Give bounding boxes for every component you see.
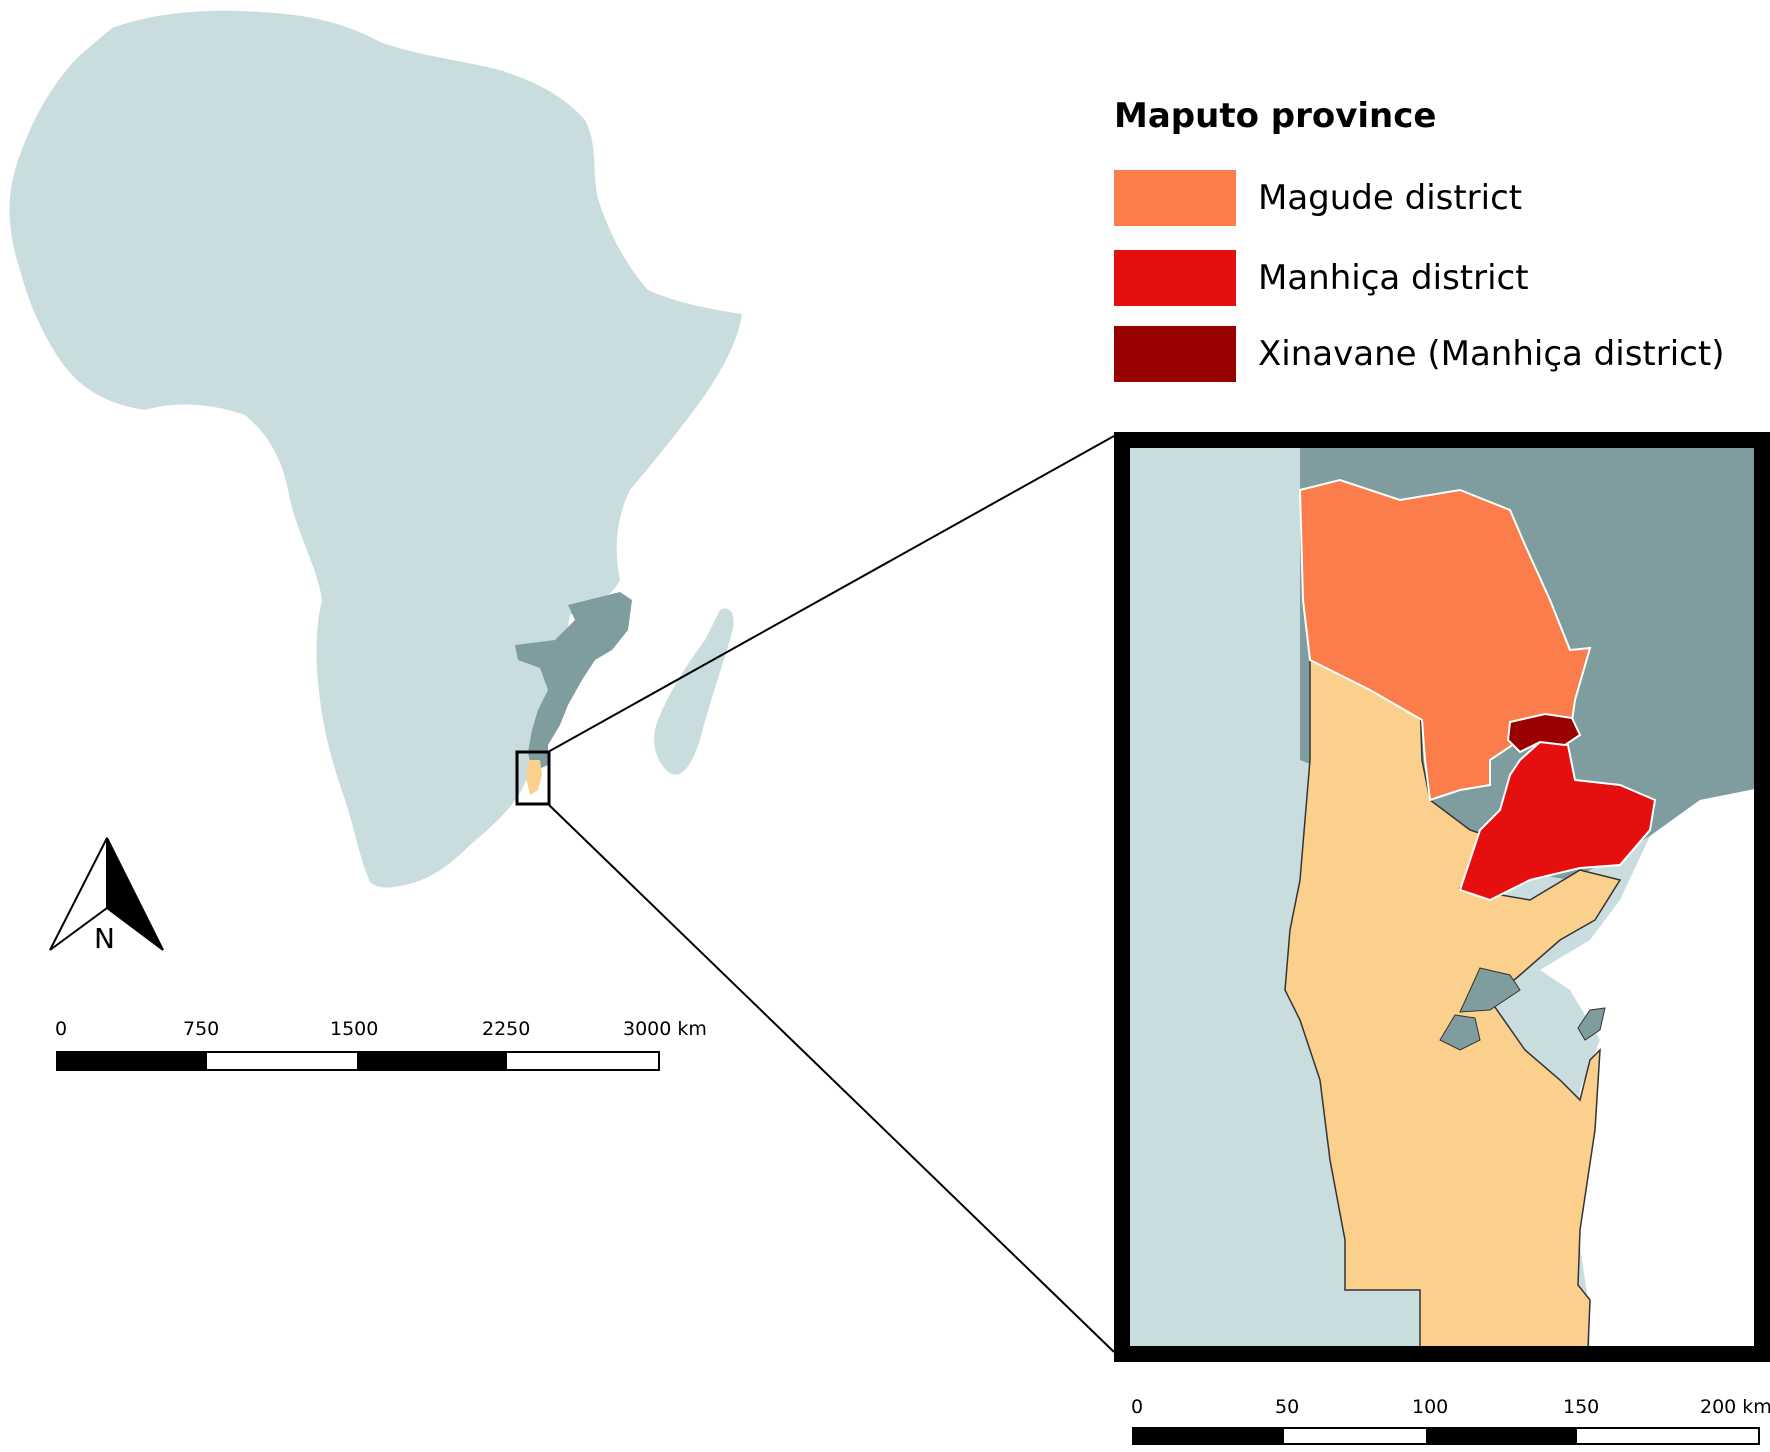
legend-swatch-magude: [1114, 170, 1236, 226]
inset-scale-label-50: 50: [1275, 1396, 1300, 1418]
inset-scale-bar-segment-3: [1426, 1428, 1577, 1444]
africa-scale-label-2250: 2250: [482, 1018, 531, 1040]
inset-scale-label-200: 200 km: [1700, 1396, 1770, 1418]
north-arrow: [49, 837, 164, 951]
connector-line-bottom: [547, 803, 1115, 1353]
inset-frame: [1114, 432, 1770, 1362]
inset-scale-bar: [1132, 1427, 1760, 1445]
inset-water-patch-1: [1459, 967, 1521, 1013]
north-arrow-label: N: [94, 922, 115, 955]
legend-title: Maputo province: [1114, 96, 1437, 136]
inset-scale-label-150: 150: [1563, 1396, 1600, 1418]
inset-scale-label-100: 100: [1412, 1396, 1449, 1418]
africa-scale-label-0: 0: [55, 1018, 68, 1040]
legend-label-manhica: Manhiça district: [1258, 258, 1529, 298]
inset-map: [1114, 432, 1770, 1362]
legend-item-manhica: Manhiça district: [1114, 250, 1529, 306]
inset-scale-bar-segment-1: [1133, 1428, 1284, 1444]
maputo-province-mini: [526, 760, 542, 795]
mozambique: [515, 592, 632, 772]
scale-bar-segment-3: [357, 1052, 507, 1070]
inset-scale-label-0: 0: [1131, 1396, 1144, 1418]
legend-label-magude: Magude district: [1258, 178, 1523, 218]
inset-water-patch-2: [1439, 1014, 1481, 1051]
connector-line-top: [547, 435, 1115, 753]
africa-scale-label-1500: 1500: [330, 1018, 379, 1040]
legend-item-magude: Magude district: [1114, 170, 1522, 226]
inset-white-land-east: [1540, 788, 1760, 1348]
madagascar: [654, 608, 734, 775]
legend-swatch-manhica: [1114, 250, 1236, 306]
xinavane: [1506, 712, 1582, 754]
africa-scale-label-750: 750: [183, 1018, 220, 1040]
africa-overview-map: [9, 10, 743, 888]
scale-bar-segment-1: [57, 1052, 207, 1070]
north-arrow-right-half: [106, 837, 164, 951]
africa-scale-label-3000: 3000 km: [623, 1018, 707, 1040]
legend-item-xinavane: Xinavane (Manhiça district): [1114, 326, 1724, 382]
legend-label-xinavane: Xinavane (Manhiça district): [1258, 334, 1725, 374]
legend-swatch-xinavane: [1114, 326, 1236, 382]
manhica-district: [1458, 740, 1657, 902]
africa-scale-bar: [56, 1051, 660, 1071]
inset-island: [1577, 1007, 1606, 1041]
africa-continent: [9, 10, 743, 888]
inset-locator-box: [515, 750, 551, 806]
